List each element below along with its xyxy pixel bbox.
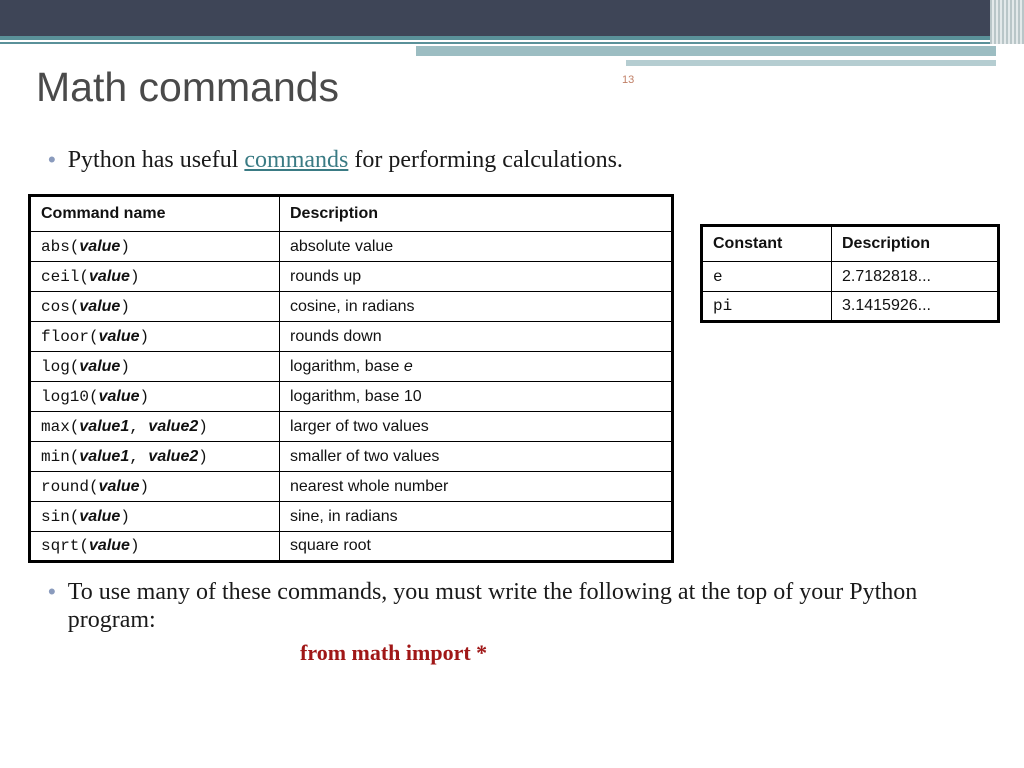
description-cell: square root [280,532,673,562]
description-cell: rounds up [280,262,673,292]
table-header: Command name [30,196,280,232]
command-cell: ceil(value) [30,262,280,292]
bullet-item: • To use many of these commands, you mus… [48,578,988,634]
bullet-icon: • [48,146,56,174]
command-cell: sqrt(value) [30,532,280,562]
command-cell: cos(value) [30,292,280,322]
import-statement: from math import * [300,640,487,666]
table-row: log10(value)logarithm, base 10 [30,382,673,412]
divider-line [0,42,1024,44]
table-row: round(value)nearest whole number [30,472,673,502]
bullet-text: To use many of these commands, you must … [68,578,988,634]
table-row: cos(value)cosine, in radians [30,292,673,322]
table-row: e2.7182818... [702,262,999,292]
accent-bar [416,46,996,56]
table-row: abs(value)absolute value [30,232,673,262]
description-cell: larger of two values [280,412,673,442]
description-cell: logarithm, base 10 [280,382,673,412]
value-cell: 2.7182818... [832,262,999,292]
bullet-icon: • [48,578,56,606]
accent-bar [626,60,996,66]
constant-cell: pi [702,292,832,322]
command-cell: abs(value) [30,232,280,262]
table-row: sin(value)sine, in radians [30,502,673,532]
command-cell: max(value1, value2) [30,412,280,442]
description-cell: cosine, in radians [280,292,673,322]
decorative-spine [990,0,1024,44]
description-cell: nearest whole number [280,472,673,502]
bullet-item: • Python has useful commands for perform… [48,146,623,174]
description-cell: rounds down [280,322,673,352]
table-row: min(value1, value2)smaller of two values [30,442,673,472]
description-cell: sine, in radians [280,502,673,532]
constants-table: Constant Description e2.7182818...pi3.14… [700,224,1000,323]
commands-table: Command name Description abs(value)absol… [28,194,674,563]
slide: 13 Math commands • Python has useful com… [0,0,1024,768]
command-cell: floor(value) [30,322,280,352]
divider-line [0,36,1024,40]
description-cell: smaller of two values [280,442,673,472]
header-band [0,0,1024,36]
page-title: Math commands [36,64,339,111]
table-row: pi3.1415926... [702,292,999,322]
table-row: max(value1, value2)larger of two values [30,412,673,442]
table-header: Description [280,196,673,232]
bullet-text: Python has useful commands for performin… [68,146,623,174]
command-cell: round(value) [30,472,280,502]
command-cell: sin(value) [30,502,280,532]
table-row: log(value)logarithm, base e [30,352,673,382]
description-cell: logarithm, base e [280,352,673,382]
commands-link[interactable]: commands [244,147,348,173]
constant-cell: e [702,262,832,292]
description-cell: absolute value [280,232,673,262]
table-row: ceil(value)rounds up [30,262,673,292]
table-row: sqrt(value)square root [30,532,673,562]
value-cell: 3.1415926... [832,292,999,322]
table-header: Description [832,226,999,262]
command-cell: log10(value) [30,382,280,412]
table-header: Constant [702,226,832,262]
command-cell: min(value1, value2) [30,442,280,472]
table-row: floor(value)rounds down [30,322,673,352]
page-number: 13 [622,74,634,86]
command-cell: log(value) [30,352,280,382]
